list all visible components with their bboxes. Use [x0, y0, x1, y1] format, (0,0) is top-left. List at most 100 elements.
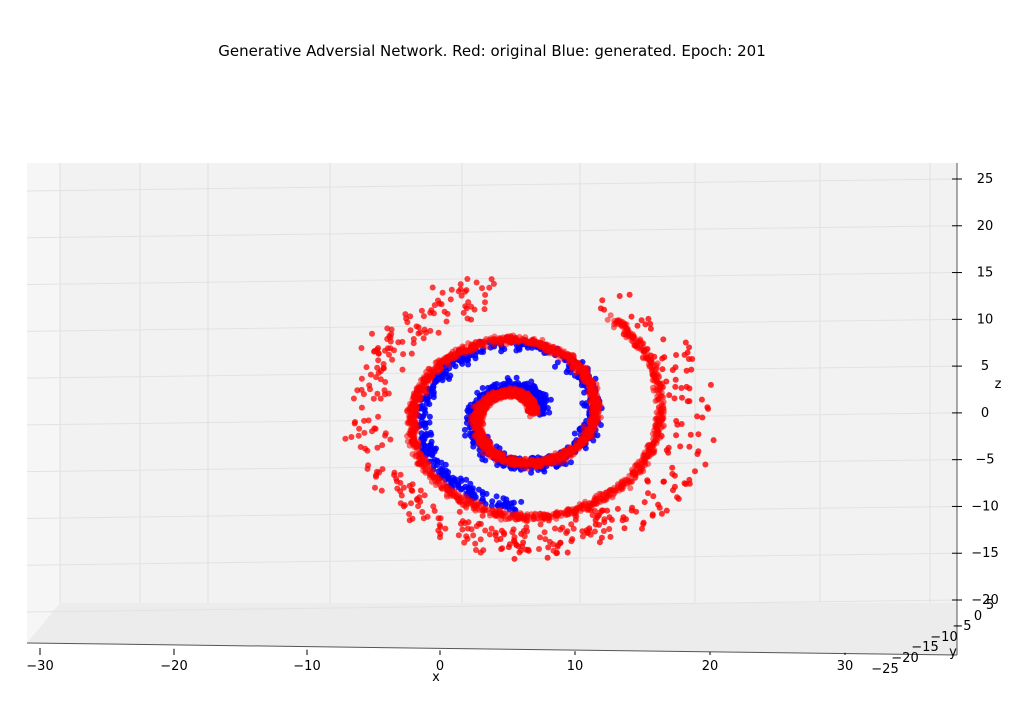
data-point [520, 516, 527, 523]
data-point [483, 490, 490, 497]
data-point [682, 339, 689, 346]
data-point [463, 476, 470, 483]
data-point [600, 528, 607, 534]
data-point [373, 374, 379, 381]
data-point [554, 549, 560, 556]
data-point [473, 408, 480, 415]
data-point [630, 333, 637, 340]
z-tick-label: 20 [977, 219, 994, 234]
data-point [568, 365, 575, 372]
data-point [631, 469, 638, 476]
data-point [455, 480, 461, 487]
data-point [490, 341, 497, 348]
data-point [473, 279, 480, 286]
data-point [616, 293, 623, 299]
data-point [477, 536, 484, 543]
data-point [694, 413, 701, 420]
data-point [506, 506, 513, 513]
data-point [458, 486, 465, 493]
data-point [481, 306, 488, 313]
data-point [405, 418, 412, 425]
data-point [594, 432, 601, 439]
data-point [518, 530, 525, 537]
data-point [411, 444, 418, 451]
data-point [511, 386, 517, 393]
data-point [643, 453, 650, 460]
data-point [660, 422, 667, 429]
data-point [537, 390, 544, 397]
data-point [592, 408, 599, 415]
data-point [443, 368, 450, 375]
data-point [485, 401, 492, 408]
data-point [550, 541, 557, 548]
data-point [488, 276, 495, 283]
data-point [628, 313, 635, 320]
data-point [377, 376, 384, 383]
data-point [640, 340, 647, 347]
data-point [642, 321, 649, 328]
data-point [598, 490, 605, 497]
data-point [472, 432, 479, 439]
data-point [358, 375, 365, 382]
data-point [419, 509, 426, 515]
data-point [361, 429, 368, 436]
data-point [374, 390, 381, 397]
data-point [362, 445, 369, 452]
data-point [412, 418, 419, 425]
data-point [415, 438, 422, 445]
data-point [416, 384, 423, 391]
data-point [389, 356, 396, 363]
data-point [679, 394, 685, 401]
data-point [683, 367, 690, 374]
data-point [406, 511, 413, 517]
data-point [408, 500, 414, 507]
y-tick-label: −25 [871, 662, 898, 677]
data-point [507, 515, 514, 522]
data-point [621, 525, 628, 532]
data-point [417, 487, 424, 494]
tick-labels: −30 −20 −10 0 10 20 30 −25−20−15−10−505−20−15−1… [26, 172, 998, 677]
data-point [654, 378, 661, 385]
data-point [598, 534, 605, 541]
data-point [481, 446, 487, 453]
data-point [462, 288, 468, 295]
data-point [479, 385, 486, 391]
data-point [531, 460, 537, 467]
data-point [437, 523, 444, 530]
data-point [522, 459, 528, 465]
data-point [644, 477, 651, 484]
data-point [705, 405, 712, 412]
z-tick-label: 15 [977, 266, 994, 281]
data-point [582, 498, 589, 505]
data-point [490, 510, 497, 517]
data-point [423, 369, 430, 375]
data-point [410, 336, 417, 342]
data-point [468, 343, 475, 350]
data-point [424, 397, 431, 404]
data-point [681, 480, 688, 487]
data-point [650, 387, 657, 394]
data-point [509, 529, 516, 536]
data-point [460, 309, 467, 316]
z-tick-label: −10 [971, 499, 998, 514]
data-point [587, 399, 594, 406]
data-point [367, 371, 374, 378]
y-tick-label: −10 [930, 630, 957, 645]
data-point [461, 426, 468, 433]
data-point [627, 485, 634, 492]
axes-panes [27, 163, 957, 655]
data-point [584, 433, 591, 439]
data-point [489, 498, 496, 505]
data-point [407, 409, 414, 416]
data-point [441, 308, 448, 315]
data-point [660, 406, 667, 412]
data-point [410, 393, 417, 400]
data-point [540, 405, 547, 412]
data-point [649, 512, 656, 519]
data-point [513, 374, 520, 381]
grid-line-h [26, 178, 958, 192]
data-point [606, 514, 613, 521]
data-point [407, 327, 414, 334]
grid-line-h [26, 459, 958, 473]
data-point [373, 473, 379, 480]
